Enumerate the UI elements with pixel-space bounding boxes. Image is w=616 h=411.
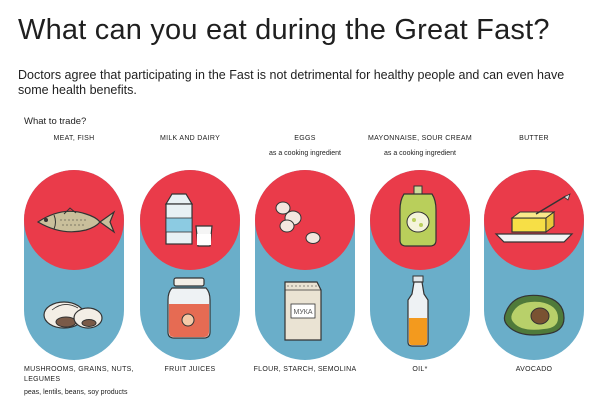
top-note: as a cooking ingredient [384,150,456,157]
page-title: What can you eat during the Great Fast? [18,14,550,46]
bottom-note: peas, lentils, beans, soy products [24,389,128,396]
flour-bag-icon: МУКА [284,281,322,341]
avocado-icon [503,294,565,336]
flour-bag-label: МУКА [293,309,312,316]
bottom-label: FLOUR, STARCH, SEMOLINA [253,366,357,373]
mushrooms-icon [43,301,103,329]
top-label: MEAT, FISH [53,135,95,142]
mayonnaise-pack-icon [399,185,437,247]
top-label: BUTTER [519,135,549,142]
oil-bottle-icon [407,275,429,347]
bottom-label: AVOCADO [515,366,553,373]
page-subtitle: Doctors agree that participating in the … [18,68,565,97]
top-note: as a cooking ingredient [269,150,341,157]
red-circle [255,170,355,270]
bottom-label: MUSHROOMS, GRAINS, NUTS, LEGUMES [24,366,134,383]
juice-jar-icon [167,277,211,339]
fish-icon [36,207,116,234]
top-label: EGGS [294,135,316,142]
eggs-icon [275,201,321,244]
top-label: MAYONNAISE, SOUR CREAM [367,135,473,142]
top-label: MILK AND DAIRY [159,135,221,142]
milk-carton-icon [164,193,213,247]
bottom-label: OIL* [412,366,428,373]
butter-dish-icon [494,193,574,243]
section-label: What to trade? [24,116,87,127]
bottom-label: FRUIT JUICES [164,366,216,373]
